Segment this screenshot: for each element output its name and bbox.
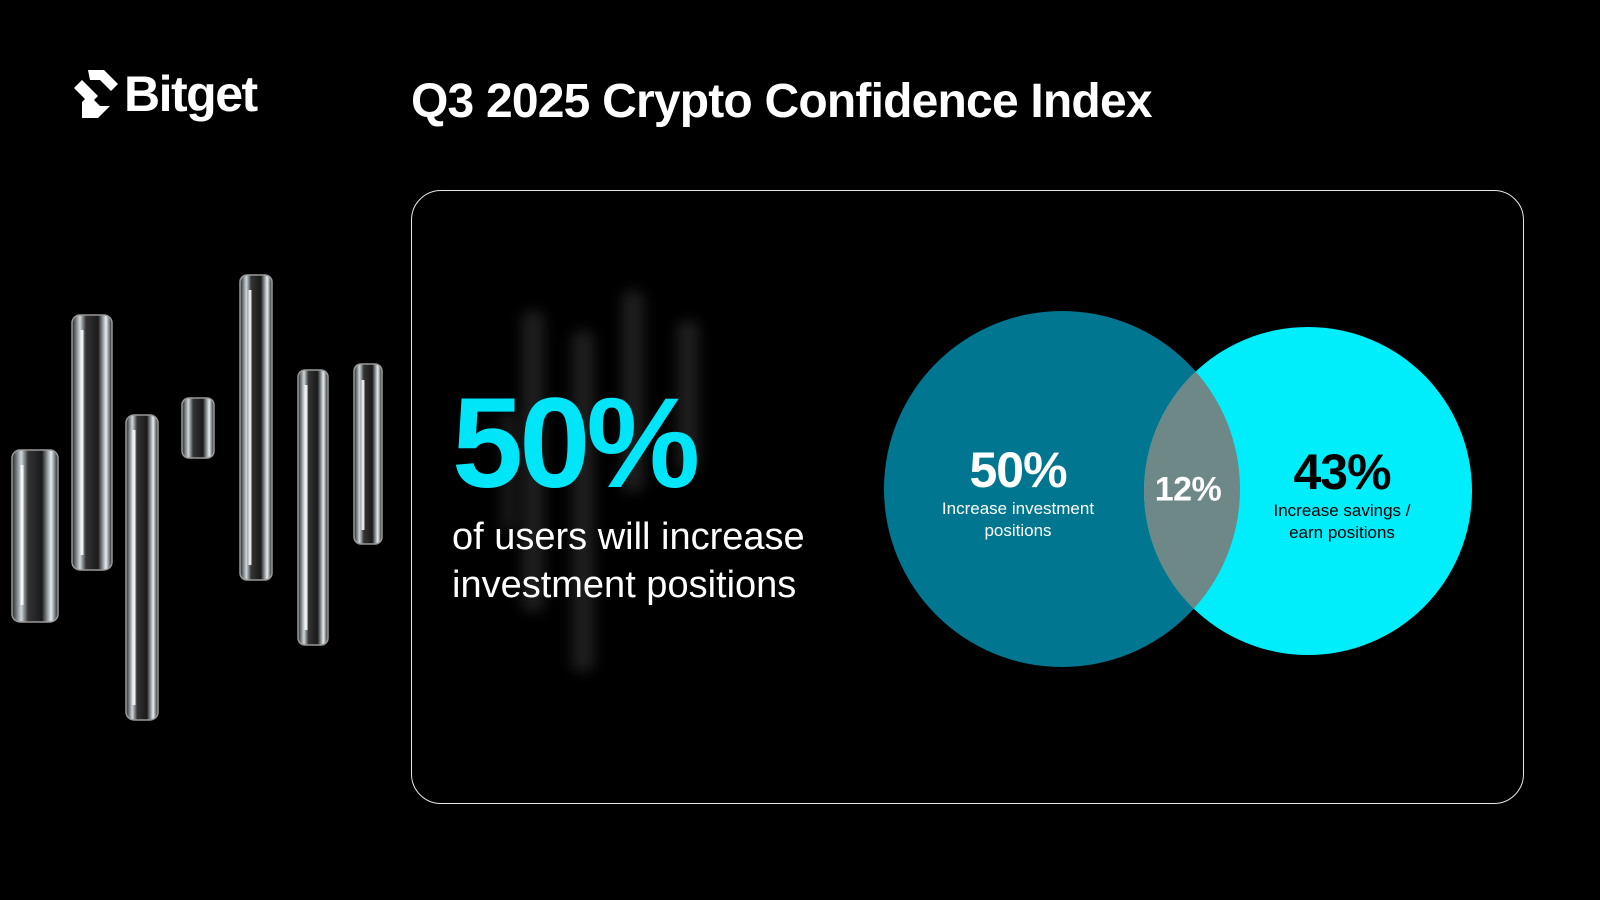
venn-circles — [884, 311, 1472, 667]
venn-right-value: 43% — [1293, 444, 1391, 500]
venn-circle-left — [884, 311, 1240, 667]
venn-left-line-2: positions — [984, 521, 1052, 540]
bitget-logo: Bitget — [74, 66, 258, 122]
venn-overlap-value: 12% — [1154, 470, 1222, 509]
venn-circle-right — [1144, 327, 1472, 655]
decorative-glass-tubes — [11, 274, 383, 721]
venn-left-label: 50% Increase investment positions — [942, 444, 1094, 542]
venn-diagram: 50% Increase investment positions 12% 43… — [882, 311, 1492, 681]
highlight-percentage: 50% — [452, 372, 700, 515]
venn-left-value: 50% — [969, 442, 1067, 498]
bitget-arrow-icon — [74, 70, 118, 118]
venn-right-desc: Increase savings / earn positions — [1273, 500, 1410, 544]
brand-name: Bitget — [124, 66, 258, 122]
highlight-line-2: investment positions — [452, 564, 797, 606]
blurred-background-tubes — [502, 291, 699, 671]
page-title: Q3 2025 Crypto Confidence Index — [411, 75, 1153, 128]
highlight-description: of users will increase investment positi… — [452, 513, 872, 609]
stat-card: 50% of users will increase investment po… — [411, 190, 1524, 804]
venn-right-line-1: Increase savings / — [1273, 501, 1411, 520]
venn-left-desc: Increase investment positions — [942, 498, 1094, 542]
venn-right-label: 43% Increase savings / earn positions — [1273, 446, 1410, 544]
highlight-line-1: of users will increase — [452, 516, 805, 558]
venn-left-line-1: Increase investment — [941, 499, 1095, 518]
venn-right-line-2: earn positions — [1289, 523, 1395, 542]
